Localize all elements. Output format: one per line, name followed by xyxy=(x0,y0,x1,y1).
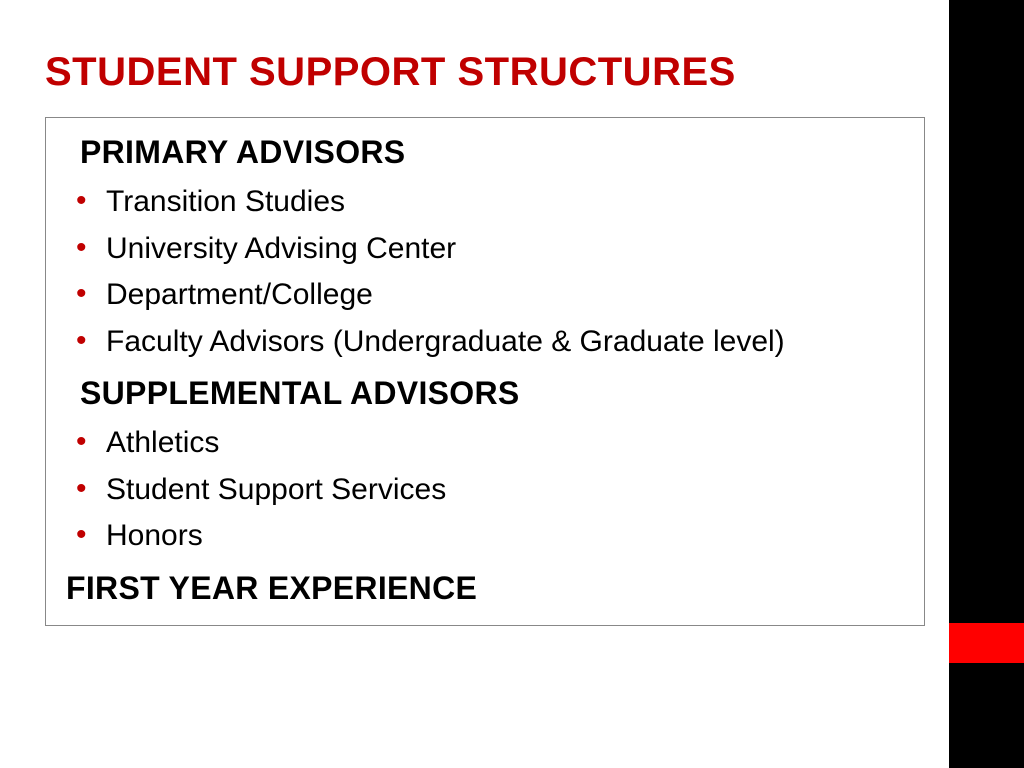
list-item: Department/College xyxy=(58,272,912,319)
first-year-experience-heading: FIRST YEAR EXPERIENCE xyxy=(58,570,912,607)
supplemental-advisors-heading: SUPPLEMENTAL ADVISORS xyxy=(58,375,912,412)
list-item: Faculty Advisors (Undergraduate & Gradua… xyxy=(58,319,912,366)
content-box: PRIMARY ADVISORS Transition Studies Univ… xyxy=(45,117,925,626)
primary-advisors-list: Transition Studies University Advising C… xyxy=(58,179,912,365)
accent-block xyxy=(949,623,1024,663)
list-item: University Advising Center xyxy=(58,226,912,273)
primary-advisors-heading: PRIMARY ADVISORS xyxy=(58,134,912,171)
slide-title: STUDENT SUPPORT STRUCTURES xyxy=(45,50,900,95)
slide-content: STUDENT SUPPORT STRUCTURES PRIMARY ADVIS… xyxy=(0,0,940,666)
list-item: Honors xyxy=(58,513,912,560)
list-item: Transition Studies xyxy=(58,179,912,226)
list-item: Student Support Services xyxy=(58,467,912,514)
list-item: Athletics xyxy=(58,420,912,467)
supplemental-advisors-list: Athletics Student Support Services Honor… xyxy=(58,420,912,560)
